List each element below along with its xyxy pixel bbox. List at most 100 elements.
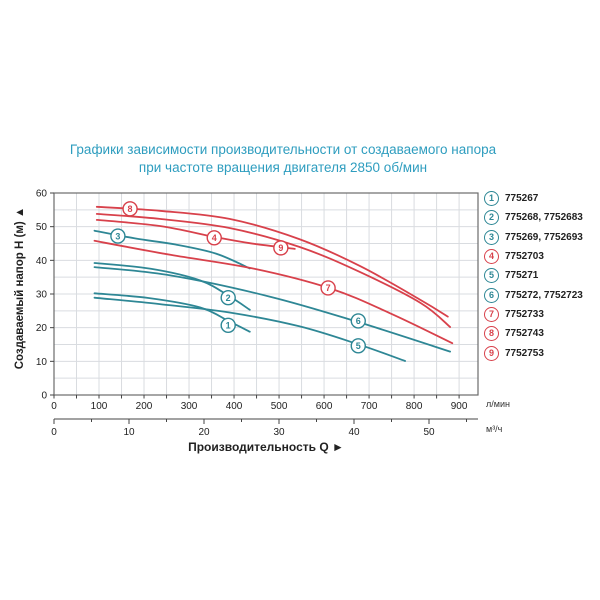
curve-label-circle bbox=[350, 338, 366, 354]
legend-number-icon: 8 bbox=[484, 326, 499, 342]
curve-8 bbox=[95, 205, 449, 318]
curve-label-circle bbox=[350, 313, 366, 329]
legend-number-icon: 7 bbox=[484, 306, 499, 322]
curve-label-2: 2 bbox=[220, 290, 236, 306]
curve-label-circle bbox=[122, 201, 138, 217]
m3h-tick-label: 40 bbox=[348, 427, 360, 438]
legend-number-icon: 4 bbox=[484, 249, 499, 265]
m3h-tick-label: 30 bbox=[273, 427, 285, 438]
legend-item-4: 4 7752703 bbox=[484, 247, 583, 266]
y-tick-labels: 0 10 20 30 40 50 60 bbox=[36, 189, 48, 402]
legend-model-numbers: 7752733 bbox=[505, 308, 544, 320]
chart-title-line2: при частоте вращения двигателя 2850 об/м… bbox=[138, 159, 428, 175]
legend-item-7: 7 7752733 bbox=[484, 305, 583, 324]
curve-label-number: 8 bbox=[128, 204, 133, 214]
x-tick-label: 100 bbox=[91, 401, 108, 412]
curve-label-4: 4 bbox=[206, 230, 222, 246]
curve-label-9: 9 bbox=[273, 240, 289, 256]
y-tick-label: 20 bbox=[36, 323, 48, 334]
legend-number-icon: 5 bbox=[484, 268, 499, 284]
legend-number-icon: 2 bbox=[484, 210, 499, 226]
x-tick-labels-m3h: 0 10 20 30 40 50 bbox=[51, 427, 435, 438]
curve-label-number: 5 bbox=[356, 341, 361, 351]
curve-labels: 1 2 3 4 5 6 7 8 9 bbox=[110, 201, 366, 354]
x-tick-label: 400 bbox=[226, 401, 243, 412]
y-tick-label: 10 bbox=[36, 357, 48, 368]
curves bbox=[93, 205, 454, 362]
chart-title: Графики зависимости производительности о… bbox=[0, 141, 566, 176]
x-tick-label: 700 bbox=[361, 401, 378, 412]
curve-label-number: 7 bbox=[326, 283, 331, 293]
curve-6 bbox=[93, 266, 451, 353]
curve-label-6: 6 bbox=[350, 313, 366, 329]
legend-model-numbers: 775267 bbox=[505, 193, 539, 205]
curve-label-3: 3 bbox=[110, 228, 126, 244]
x-unit-lmin: л/мин bbox=[486, 399, 510, 409]
curve-label-7: 7 bbox=[320, 280, 336, 296]
m3h-tick-label: 10 bbox=[123, 427, 135, 438]
y-tick-label: 0 bbox=[41, 391, 47, 402]
curve-4 bbox=[95, 219, 296, 250]
legend: 1 775267 2 775268, 7752683 3 775269, 7752693 4… bbox=[484, 189, 583, 363]
y-tick-label: 50 bbox=[36, 222, 48, 233]
x-tick-label: 500 bbox=[271, 401, 288, 412]
legend-model-numbers: 775268, 7752683 bbox=[505, 212, 583, 224]
legend-item-2: 2 775268, 7752683 bbox=[484, 208, 583, 227]
x-axis-m3h bbox=[53, 418, 478, 424]
chart-title-line1: Графики зависимости производительности о… bbox=[69, 142, 497, 157]
m3h-tick-label: 50 bbox=[423, 427, 435, 438]
legend-model-numbers: 775269, 7752693 bbox=[505, 231, 583, 243]
legend-number-icon: 9 bbox=[484, 345, 499, 361]
x-tick-labels-lmin: 0 100 200 300 400 500 600 700 800 900 bbox=[51, 401, 468, 412]
legend-item-1: 1 775267 bbox=[484, 189, 583, 208]
x-tick-label: 200 bbox=[136, 401, 153, 412]
legend-item-3: 3 775269, 7752693 bbox=[484, 228, 583, 247]
x-unit-m3h: м³/ч bbox=[486, 424, 503, 434]
legend-number-icon: 1 bbox=[484, 191, 499, 207]
legend-model-numbers: 775271 bbox=[505, 270, 539, 282]
curve-label-circle bbox=[206, 230, 222, 246]
grid bbox=[54, 193, 478, 395]
x-axis-title: Производительность Q ► bbox=[188, 440, 344, 454]
right-arrow-icon: ► bbox=[332, 440, 344, 454]
curve-label-circle bbox=[320, 280, 336, 296]
legend-item-5: 5 775271 bbox=[484, 266, 583, 285]
m3h-tick-label: 20 bbox=[198, 427, 210, 438]
legend-number-icon: 6 bbox=[484, 287, 499, 303]
m3h-tick-label: 0 bbox=[51, 427, 57, 438]
y-tick-label: 40 bbox=[36, 256, 48, 267]
legend-model-numbers: 775272, 7752723 bbox=[505, 289, 583, 301]
curve-label-circle bbox=[110, 228, 126, 244]
x-tick-label: 800 bbox=[406, 401, 423, 412]
legend-item-6: 6 775272, 7752723 bbox=[484, 285, 583, 304]
curve-label-5: 5 bbox=[350, 338, 366, 354]
curve-label-number: 3 bbox=[115, 231, 120, 241]
curve-label-number: 6 bbox=[356, 316, 361, 326]
curve-label-number: 9 bbox=[278, 243, 283, 253]
curve-label-number: 4 bbox=[212, 233, 217, 243]
legend-item-8: 8 7752743 bbox=[484, 324, 583, 343]
curve-1 bbox=[93, 292, 251, 333]
curve-label-number: 2 bbox=[226, 293, 231, 303]
x-tick-label: 0 bbox=[51, 401, 57, 412]
axis-ticks bbox=[50, 192, 460, 399]
curve-label-circle bbox=[273, 240, 289, 256]
y-tick-label: 30 bbox=[36, 290, 48, 301]
curve-label-circle bbox=[220, 317, 236, 334]
legend-number-icon: 3 bbox=[484, 229, 499, 245]
curve-9 bbox=[95, 213, 451, 328]
curve-label-circle bbox=[220, 290, 236, 306]
legend-model-numbers: 7752703 bbox=[505, 251, 544, 263]
curve-label-1: 1 bbox=[220, 317, 236, 334]
x-tick-label: 900 bbox=[451, 401, 468, 412]
curve-label-8: 8 bbox=[122, 201, 138, 217]
legend-model-numbers: 7752753 bbox=[505, 347, 544, 359]
legend-item-9: 9 7752753 bbox=[484, 343, 583, 362]
x-tick-label: 600 bbox=[316, 401, 333, 412]
legend-model-numbers: 7752743 bbox=[505, 328, 544, 340]
curve-label-number: 1 bbox=[226, 321, 231, 331]
x-tick-label: 300 bbox=[181, 401, 198, 412]
y-tick-label: 60 bbox=[36, 189, 48, 200]
